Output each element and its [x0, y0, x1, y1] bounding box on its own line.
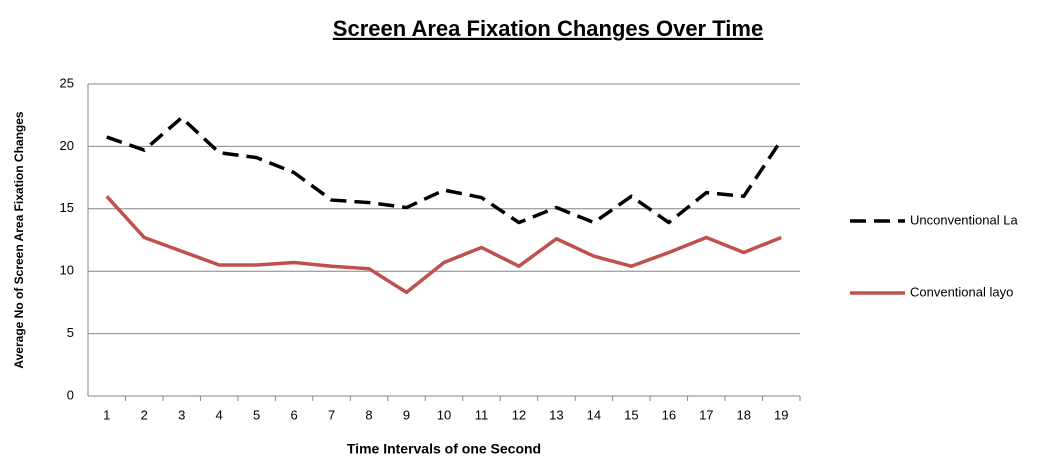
x-tick-label: 9 [403, 407, 410, 422]
x-tick-label: 11 [475, 407, 489, 422]
x-tick-label: 15 [624, 407, 638, 422]
x-tick-label: 12 [512, 407, 526, 422]
x-tick-label: 18 [737, 407, 751, 422]
legend-label: Conventional layo [910, 284, 1013, 299]
x-tick-label: 5 [253, 407, 260, 422]
x-tick-label: 7 [328, 407, 335, 422]
x-axis-label: Time Intervals of one Second [347, 441, 541, 457]
line-series [106, 115, 783, 225]
y-tick-label: 5 [67, 325, 74, 340]
x-tick-label: 19 [774, 407, 788, 422]
x-tick-label: 13 [549, 407, 563, 422]
y-tick-label: 20 [60, 138, 74, 153]
x-tick-label: 6 [290, 407, 297, 422]
x-tick-label: 2 [141, 407, 148, 422]
x-tick-label: 16 [662, 407, 676, 422]
x-tick-label: 3 [178, 407, 185, 422]
x-tick-label: 10 [437, 407, 451, 422]
x-tick-label: 1 [103, 407, 110, 422]
x-tick-label: 8 [365, 407, 372, 422]
y-tick-label: 0 [67, 387, 74, 402]
y-axis-label: Average No of Screen Area Fixation Chang… [12, 111, 26, 369]
x-tick-label: 17 [699, 407, 713, 422]
legend-label: Unconventional La [910, 212, 1018, 227]
y-tick-label: 25 [60, 75, 74, 90]
y-tick-label: 10 [60, 263, 74, 278]
line-series [105, 195, 782, 295]
x-tick-label: 14 [587, 407, 601, 422]
x-tick-label: 4 [216, 407, 223, 422]
chart-title: Screen Area Fixation Changes Over Time [333, 16, 763, 41]
y-tick-label: 15 [60, 200, 74, 215]
